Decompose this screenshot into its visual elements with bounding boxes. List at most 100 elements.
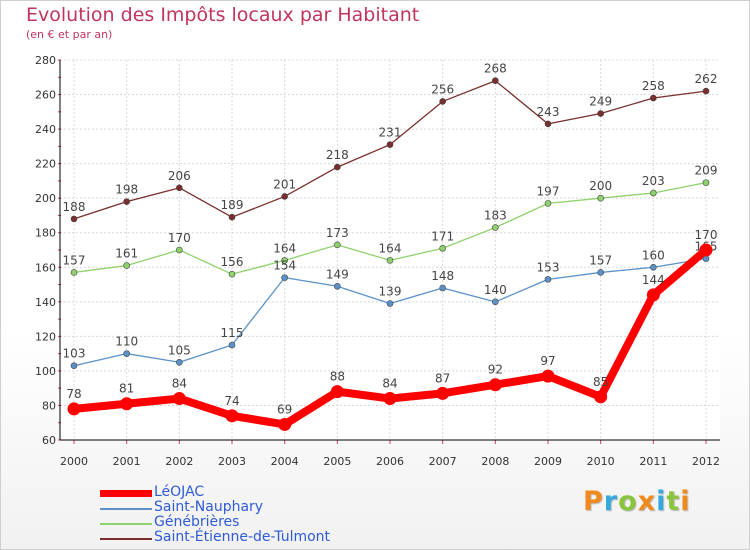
data-label-saint-nauphary: 110 (115, 335, 138, 349)
data-point-saint-etienne-de-tulmont (334, 163, 341, 171)
data-label-genebrieres: 171 (431, 229, 454, 243)
data-point-saint-nauphary (70, 362, 78, 370)
data-point-saint-nauphary (228, 341, 236, 349)
data-point-genebrieres (176, 246, 183, 254)
data-label-leojac: 81 (119, 382, 134, 396)
x-tick-label: 2004 (271, 455, 299, 468)
logo-letter: i (680, 486, 691, 517)
data-label-saint-nauphary: 140 (484, 283, 507, 297)
data-label-saint-etienne-de-tulmont: 243 (537, 105, 560, 119)
data-point-leojac (383, 392, 397, 406)
data-point-saint-etienne-de-tulmont (492, 77, 499, 85)
data-label-saint-etienne-de-tulmont: 189 (221, 198, 244, 212)
data-point-genebrieres (544, 200, 552, 207)
data-point-genebrieres (334, 241, 341, 249)
legend-swatch (100, 538, 152, 540)
legend-swatch (100, 490, 152, 497)
x-tick-label: 2006 (376, 455, 404, 468)
data-label-genebrieres: 197 (537, 184, 560, 198)
data-label-saint-etienne-de-tulmont: 188 (63, 200, 86, 214)
data-point-saint-etienne-de-tulmont (650, 94, 657, 102)
data-point-genebrieres (386, 257, 394, 264)
data-label-saint-nauphary: 139 (379, 285, 402, 299)
data-label-saint-nauphary: 149 (326, 267, 349, 281)
data-label-saint-etienne-de-tulmont: 231 (379, 126, 402, 140)
data-label-saint-nauphary: 160 (642, 248, 665, 262)
y-tick-label: 280 (35, 54, 56, 67)
proxiti-logo: Proxiti (583, 486, 691, 517)
data-label-leojac: 88 (330, 370, 345, 384)
x-tick-label: 2005 (323, 455, 351, 468)
data-label-saint-etienne-de-tulmont: 262 (695, 72, 718, 86)
x-tick-label: 2003 (218, 455, 246, 468)
data-label-genebrieres: 200 (589, 179, 612, 193)
x-tick-label: 2009 (534, 455, 562, 468)
data-label-saint-etienne-de-tulmont: 258 (642, 79, 665, 93)
data-label-saint-etienne-de-tulmont: 256 (431, 82, 454, 96)
data-point-leojac (646, 288, 660, 302)
data-point-leojac (172, 392, 186, 406)
data-label-saint-nauphary: 154 (273, 259, 296, 273)
logo-letter: o (618, 486, 638, 517)
data-label-genebrieres: 156 (221, 255, 244, 269)
data-point-saint-etienne-de-tulmont (123, 198, 130, 205)
data-point-leojac (330, 385, 344, 399)
y-tick-label: 120 (35, 330, 56, 343)
x-tick-label: 2008 (481, 455, 509, 468)
y-tick-label: 160 (35, 261, 56, 274)
data-label-genebrieres: 183 (484, 209, 507, 223)
data-point-saint-nauphary (123, 350, 130, 357)
y-tick-label: 180 (35, 227, 56, 240)
data-point-leojac (699, 243, 713, 257)
data-point-genebrieres (597, 194, 604, 202)
data-label-saint-nauphary: 115 (221, 326, 244, 340)
data-label-leojac: 84 (172, 377, 187, 391)
y-tick-label: 80 (42, 399, 56, 412)
y-tick-label: 260 (35, 89, 56, 102)
chart-title: Evolution des Impôts locaux par Habitant (26, 4, 420, 26)
data-point-saint-nauphary (334, 282, 341, 290)
data-point-saint-nauphary (492, 298, 499, 306)
data-label-leojac: 144 (642, 273, 665, 287)
data-label-genebrieres: 173 (326, 226, 349, 240)
x-tick-label: 2010 (587, 455, 615, 468)
data-label-leojac: 85 (593, 375, 608, 389)
data-point-leojac (488, 378, 502, 392)
legend-label: Génébrières (154, 514, 240, 530)
logo-letter: i (656, 486, 667, 517)
data-point-saint-etienne-de-tulmont (228, 213, 236, 221)
legend-swatch (100, 523, 152, 525)
data-point-genebrieres (439, 244, 446, 252)
x-tick-label: 2001 (113, 455, 141, 468)
data-label-genebrieres: 203 (642, 174, 665, 188)
data-point-saint-nauphary (650, 263, 657, 271)
data-label-leojac: 69 (277, 402, 292, 416)
data-point-saint-etienne-de-tulmont (597, 110, 604, 117)
data-point-saint-etienne-de-tulmont (176, 184, 183, 192)
y-tick-label: 140 (35, 296, 56, 309)
data-label-leojac: 84 (382, 377, 397, 391)
data-point-saint-nauphary (544, 276, 552, 283)
data-label-saint-nauphary: 157 (589, 253, 612, 267)
data-label-leojac: 92 (488, 363, 503, 377)
data-label-leojac: 97 (540, 354, 555, 368)
data-point-saint-nauphary (281, 274, 288, 281)
data-point-saint-etienne-de-tulmont (439, 98, 446, 105)
data-point-leojac (594, 390, 608, 404)
data-point-leojac (225, 409, 239, 423)
legend-label: Saint-Nauphary (154, 499, 264, 515)
data-point-saint-nauphary (176, 358, 183, 366)
data-point-leojac (120, 397, 134, 411)
data-label-saint-etienne-de-tulmont: 201 (273, 177, 296, 191)
data-point-leojac (67, 402, 81, 416)
data-point-genebrieres (70, 269, 78, 276)
y-tick-label: 100 (35, 365, 56, 378)
data-point-saint-etienne-de-tulmont (281, 193, 288, 200)
data-label-saint-etienne-de-tulmont: 218 (326, 148, 349, 162)
data-point-genebrieres (281, 257, 288, 264)
data-point-saint-nauphary (597, 269, 604, 276)
data-label-saint-etienne-de-tulmont: 198 (115, 183, 138, 197)
data-label-leojac: 74 (224, 394, 239, 408)
data-point-leojac (541, 369, 555, 383)
